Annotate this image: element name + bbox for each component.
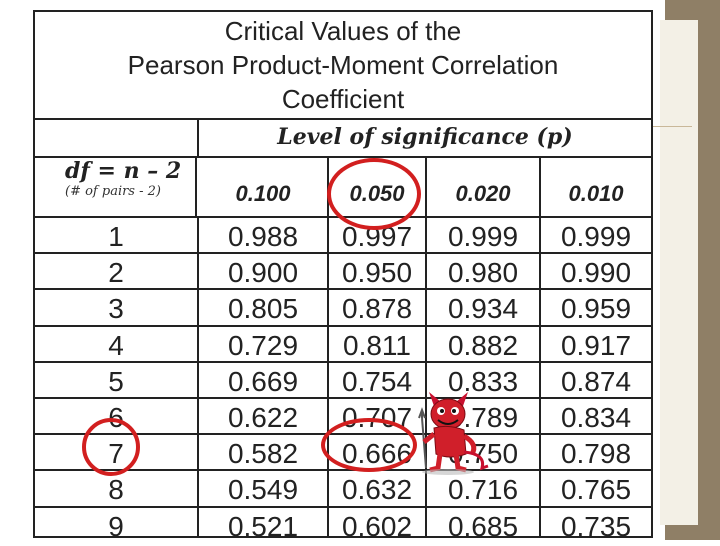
value-cell-0100: 0.622 bbox=[227, 401, 299, 433]
column-divider bbox=[425, 156, 427, 538]
value-cell-0010: 0.999 bbox=[560, 221, 632, 252]
value-cell-0100: 0.805 bbox=[227, 293, 299, 325]
value-cell-0020: 0.685 bbox=[447, 510, 519, 542]
value-cell-0100: 0.521 bbox=[227, 510, 299, 542]
df-cell: 1 bbox=[108, 221, 124, 252]
column-divider bbox=[539, 156, 541, 538]
critical-values-table: Critical Values of the Pearson Product-M… bbox=[33, 10, 653, 542]
value-cell-0050: 0.950 bbox=[341, 257, 413, 289]
significance-spacer bbox=[35, 120, 199, 156]
value-cell-0010: 0.959 bbox=[560, 293, 632, 325]
value-cell-0010: 0.798 bbox=[560, 438, 632, 470]
value-cell-0010: 0.874 bbox=[560, 365, 632, 397]
significance-header-row: Level of significance (p) bbox=[35, 120, 651, 156]
slide-side-panel bbox=[660, 20, 698, 525]
value-cell-0020: 0.882 bbox=[447, 329, 519, 361]
table-row: 8 0.549 0.632 0.716 0.765 bbox=[35, 469, 651, 505]
df-cell: 9 bbox=[108, 510, 124, 542]
col-header-0020: 0.020 bbox=[455, 181, 511, 206]
df-cell: 8 bbox=[108, 474, 124, 506]
table-row: 4 0.729 0.811 0.882 0.917 bbox=[35, 324, 651, 361]
value-cell-0050: 0.754 bbox=[341, 365, 413, 397]
title-line-2: Pearson Product-Moment Correlation bbox=[127, 50, 559, 80]
col-header-0100: 0.100 bbox=[235, 181, 291, 206]
table-row: 9 0.521 0.602 0.685 0.735 bbox=[35, 505, 651, 542]
devil-mascot-icon bbox=[418, 392, 489, 475]
highlight-circle-0666 bbox=[321, 418, 417, 472]
value-cell-0020: 0.999 bbox=[447, 221, 519, 252]
value-cell-0010: 0.917 bbox=[560, 329, 632, 361]
significance-label: Level of significance (p) bbox=[277, 124, 573, 150]
value-cell-0050: 0.602 bbox=[341, 510, 413, 542]
value-cell-0050: 0.632 bbox=[341, 474, 413, 506]
value-cell-0020: 0.980 bbox=[447, 257, 519, 289]
value-cell-0010: 0.990 bbox=[560, 257, 632, 289]
table-row: 2 0.900 0.950 0.980 0.990 bbox=[35, 252, 651, 288]
df-label: df = n – 2 bbox=[65, 158, 182, 184]
title-line-3: Coefficient bbox=[281, 84, 405, 114]
highlight-circle-df7 bbox=[82, 418, 140, 476]
table-row: 5 0.669 0.754 0.833 0.874 bbox=[35, 360, 651, 397]
value-cell-0100: 0.729 bbox=[227, 329, 299, 361]
table-body: 1 0.988 0.997 0.999 0.999 2 0.900 0.950 0.980 0.9… bbox=[35, 216, 651, 542]
value-cell-0100: 0.549 bbox=[227, 474, 299, 506]
value-cell-0010: 0.735 bbox=[560, 510, 632, 542]
df-cell: 3 bbox=[108, 293, 124, 325]
column-divider bbox=[327, 156, 329, 538]
value-cell-0020: 0.934 bbox=[447, 293, 519, 325]
df-header-cell: df = n – 2 (# of pairs - 2) bbox=[35, 158, 197, 218]
value-cell-0100: 0.582 bbox=[227, 438, 299, 470]
value-cell-0100: 0.900 bbox=[227, 257, 299, 289]
col-header-0010: 0.010 bbox=[568, 181, 624, 206]
slide-divider bbox=[650, 126, 692, 127]
highlight-circle-0050 bbox=[327, 158, 421, 230]
title-line-1: Critical Values of the bbox=[224, 16, 462, 46]
df-cell: 2 bbox=[108, 257, 124, 289]
value-cell-0050: 0.811 bbox=[343, 329, 411, 361]
table-row: 3 0.805 0.878 0.934 0.959 bbox=[35, 288, 651, 324]
value-cell-0020: 0.716 bbox=[447, 474, 519, 506]
value-cell-0010: 0.834 bbox=[560, 401, 632, 433]
df-cell: 5 bbox=[108, 365, 124, 397]
table-title: Critical Values of the Pearson Product-M… bbox=[35, 12, 651, 120]
value-cell-0100: 0.988 bbox=[227, 221, 299, 252]
column-divider bbox=[197, 216, 199, 538]
value-cell-0010: 0.765 bbox=[560, 474, 632, 506]
value-cell-0050: 0.878 bbox=[341, 293, 413, 325]
value-cell-0020: 0.833 bbox=[447, 365, 519, 397]
value-cell-0100: 0.669 bbox=[227, 365, 299, 397]
df-cell: 4 bbox=[108, 329, 124, 361]
df-sublabel: (# of pairs - 2) bbox=[65, 184, 161, 199]
